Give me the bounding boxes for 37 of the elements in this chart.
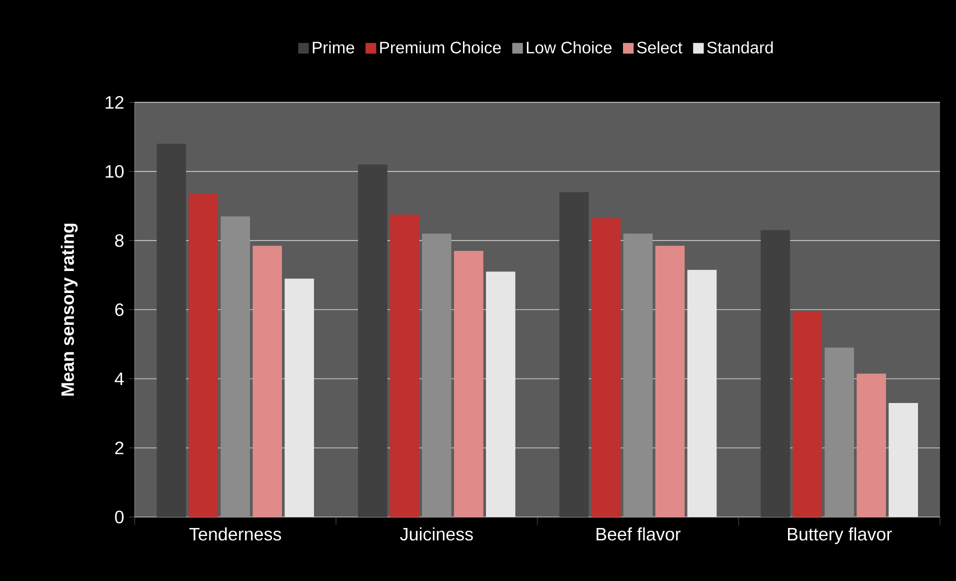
bar [623, 234, 653, 517]
x-tick-label: Beef flavor [596, 527, 681, 541]
bar [358, 164, 388, 517]
bar [390, 214, 420, 517]
legend-label: Select [637, 41, 682, 54]
x-tick-label: Juiciness [400, 527, 473, 541]
bar [687, 270, 717, 517]
y-tick-label: 6 [115, 303, 124, 316]
bar [422, 234, 452, 517]
bar [220, 216, 250, 517]
y-tick-label: 0 [115, 510, 124, 524]
bar [454, 250, 484, 517]
y-tick-label: 10 [106, 165, 124, 178]
legend-label: Premium Choice [380, 41, 501, 54]
bar [591, 218, 621, 517]
legend-label: Prime [312, 41, 354, 54]
bar [792, 311, 822, 517]
x-tick-label: Tenderness [189, 527, 282, 541]
y-tick-label: 8 [115, 234, 124, 247]
x-tick-label: Buttery flavor [788, 527, 892, 544]
y-axis-title: Mean sensory rating [60, 224, 78, 396]
bar [156, 144, 186, 517]
bar [888, 402, 918, 517]
bar [188, 194, 218, 517]
legend-label: Low Choice [526, 41, 612, 54]
bar [486, 272, 516, 517]
legend-label: Standard [707, 41, 773, 54]
bar [284, 278, 314, 517]
bar [760, 230, 790, 517]
bar [856, 374, 886, 517]
bar [655, 246, 685, 517]
bar [559, 192, 589, 517]
bar [824, 348, 854, 517]
y-tick-label: 4 [114, 372, 124, 385]
y-tick-label: 12 [106, 96, 124, 109]
y-tick-label: 2 [115, 442, 124, 454]
bar [252, 246, 282, 517]
